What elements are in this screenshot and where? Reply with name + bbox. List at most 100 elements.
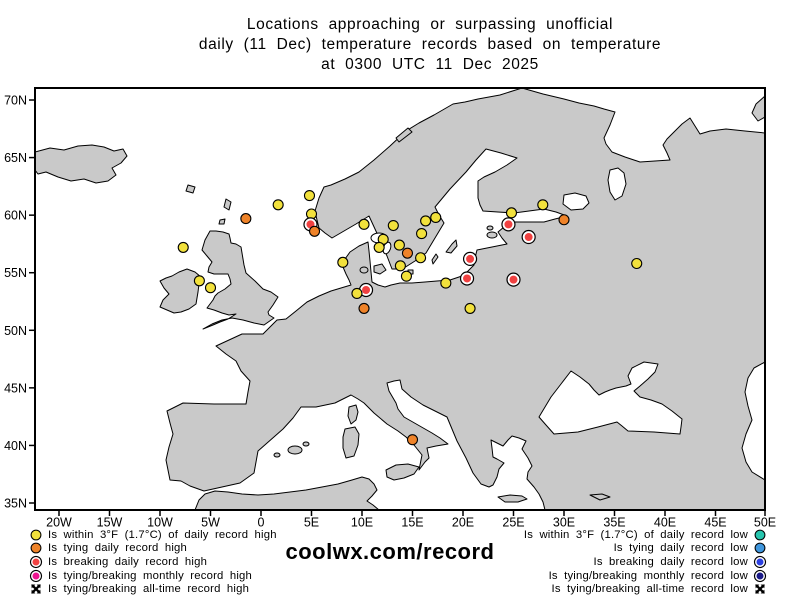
legend-row: Is tying daily record low <box>524 542 767 556</box>
alltime-record-low-icon <box>755 584 765 594</box>
record-point-within_high <box>393 239 405 251</box>
legend-row: Is within 3°F (1.7°C) of daily record hi… <box>29 528 277 542</box>
record-point-within_high <box>373 241 385 253</box>
lat-label: 55N <box>4 266 27 280</box>
record-point-breaking_high <box>521 229 536 245</box>
funen-island <box>359 266 369 274</box>
record-point-within_high <box>337 256 349 268</box>
map-title: Locations approaching or surpassing unof… <box>60 15 800 75</box>
legend-label: Is within 3°F (1.7°C) of daily record lo… <box>523 528 748 541</box>
record-point-within_high <box>193 275 205 287</box>
hiiumaa-island <box>486 225 494 231</box>
lake-onega <box>607 167 627 201</box>
lat-label: 65N <box>4 151 27 165</box>
record-point-breaking_high <box>459 271 475 286</box>
legend-label: Is tying daily record low <box>613 542 748 555</box>
orkney-islands <box>218 218 226 225</box>
record-point-within_high <box>415 252 427 264</box>
monthly-record-low-icon <box>753 569 767 582</box>
record-point-within_high <box>631 257 643 270</box>
sicily <box>385 463 420 481</box>
ibiza <box>273 452 281 458</box>
lon-label: 30E <box>553 516 575 530</box>
lat-label: 45N <box>4 381 27 395</box>
legend-row: Is tying/breaking monthly record low <box>524 569 767 583</box>
record-point-within_high <box>204 282 217 294</box>
monthly-record-high-icon <box>29 569 43 582</box>
record-point-within_high <box>537 199 549 211</box>
record-point-within_high <box>416 228 428 240</box>
legend-label: Is breaking daily record high <box>48 555 208 568</box>
crete <box>497 494 528 503</box>
record-point-within_high <box>358 218 370 230</box>
lat-label: 70N <box>4 94 27 108</box>
tying-daily-record-low-icon <box>754 542 766 554</box>
breaking-daily-record-high-icon <box>29 555 43 569</box>
record-point-breaking_high <box>501 217 516 232</box>
map-frame <box>34 87 766 511</box>
novaya-zemlya-tip <box>751 95 765 122</box>
caspian-sea-edge <box>741 361 765 481</box>
record-point-breaking_high <box>462 251 478 267</box>
lon-label: 45E <box>704 516 726 530</box>
lake-ladoga <box>562 192 590 211</box>
menorca <box>302 441 310 447</box>
lon-label: 5W <box>201 516 220 530</box>
record-point-within_high <box>351 287 363 299</box>
legend-label: Is tying daily record high <box>48 542 188 555</box>
black-sea <box>538 361 683 435</box>
iceland <box>35 144 128 184</box>
record-point-tying_high <box>240 213 252 225</box>
legend-label: Is tying/breaking all-time record high <box>48 583 250 596</box>
record-point-tying_high <box>358 302 370 314</box>
lon-label: 15E <box>401 516 423 530</box>
legend-row: Is breaking daily record high <box>29 555 277 569</box>
great-britain <box>201 230 279 330</box>
record-points-layer <box>177 190 643 446</box>
saaremaa-island <box>486 231 498 239</box>
lon-label: 25E <box>502 516 524 530</box>
record-point-breaking_high <box>506 272 521 287</box>
gotland-island <box>445 239 458 254</box>
record-point-tying_high <box>406 434 419 446</box>
record-point-within_high <box>420 215 432 227</box>
record-point-within_high <box>387 219 399 232</box>
record-point-within_high <box>430 211 442 224</box>
legend-row: Is breaking daily record low <box>524 555 767 569</box>
lon-label: 15W <box>97 516 123 530</box>
record-point-within_high <box>464 302 476 314</box>
legend-row: Is tying daily record high <box>29 542 277 556</box>
legend-label: Is tying/breaking all-time record low <box>551 583 748 596</box>
lon-label: 0 <box>258 516 265 530</box>
lon-label: 10E <box>351 516 373 530</box>
map-title-line-1: Locations approaching or surpassing unof… <box>246 16 614 33</box>
lon-label: 10W <box>147 516 173 530</box>
record-point-breaking_high <box>358 282 374 298</box>
cyprus <box>589 493 611 501</box>
zealand-island <box>373 263 387 275</box>
record-point-tying_high <box>558 214 570 226</box>
lat-label: 35N <box>4 497 27 511</box>
watermark-text: coolwx.com/record <box>285 539 495 564</box>
legend-record-low: Is within 3°F (1.7°C) of daily record lo… <box>524 528 767 596</box>
oland-island <box>431 253 439 265</box>
axis-ticks <box>29 99 766 516</box>
coastlines <box>35 88 765 510</box>
alltime-record-high-icon <box>31 584 41 594</box>
lat-label: 40N <box>4 439 27 453</box>
within-daily-record-high-icon <box>30 529 42 541</box>
lat-label: 50N <box>4 324 27 338</box>
north-africa-coast <box>194 476 380 510</box>
legend-label: Is breaking daily record low <box>593 555 748 568</box>
record-point-within_high <box>400 270 412 282</box>
axis-labels: 70N 65N 60N 55N 50N 45N 40N 35N 20W 15W 10W 5W 0 5E 10… <box>4 94 776 530</box>
legend-row: Is tying/breaking all-time record high <box>29 582 277 596</box>
sardinia <box>342 426 360 459</box>
record-point-within_high <box>505 207 518 219</box>
map-title-line-3: at 0300 UTC 11 Dec 2025 <box>321 56 539 73</box>
lon-label: 40E <box>654 516 676 530</box>
faroe-islands <box>185 184 196 194</box>
legend-label: Is within 3°F (1.7°C) of daily record hi… <box>48 528 277 541</box>
ireland <box>159 268 202 314</box>
